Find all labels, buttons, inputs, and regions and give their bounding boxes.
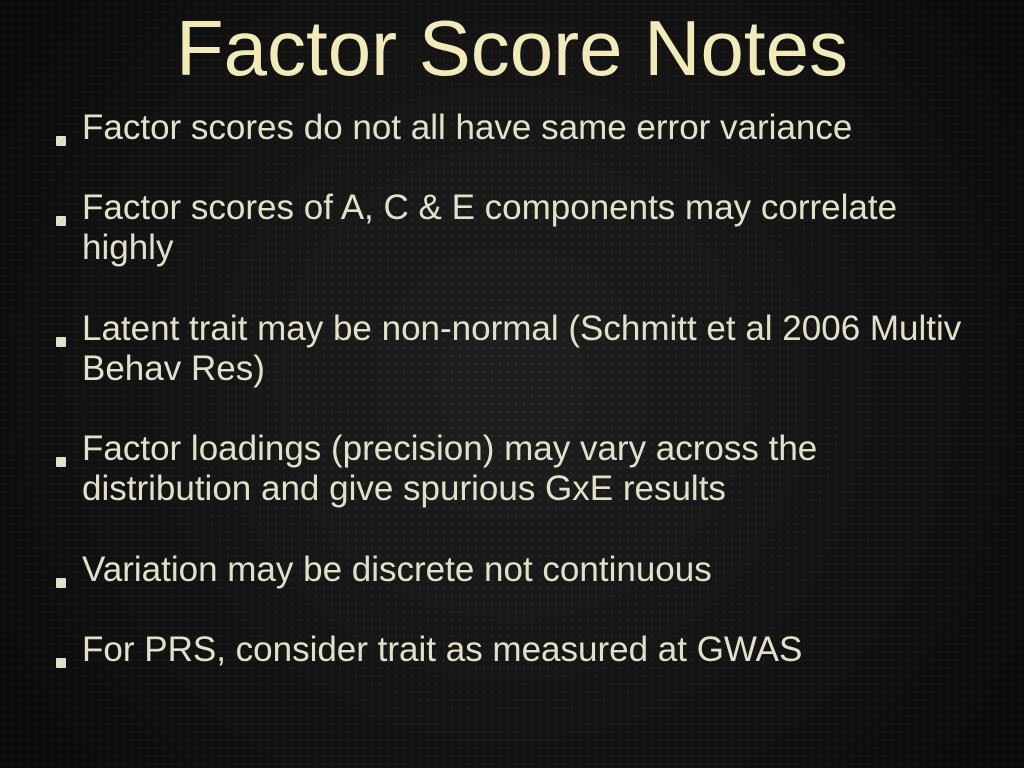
bullet-item: For PRS, consider trait as measured at G…: [50, 630, 984, 670]
bullet-item: Latent trait may be non-normal (Schmitt …: [50, 309, 984, 390]
bullet-list: Factor scores do not all have same error…: [30, 108, 994, 670]
bullet-item: Factor scores of A, C & E components may…: [50, 188, 984, 269]
bullet-item: Variation may be discrete not continuous: [50, 550, 984, 590]
slide: Factor Score Notes Factor scores do not …: [0, 0, 1024, 768]
slide-title: Factor Score Notes: [30, 8, 994, 90]
bullet-item: Factor loadings (precision) may vary acr…: [50, 429, 984, 510]
bullet-item: Factor scores do not all have same error…: [50, 108, 984, 148]
